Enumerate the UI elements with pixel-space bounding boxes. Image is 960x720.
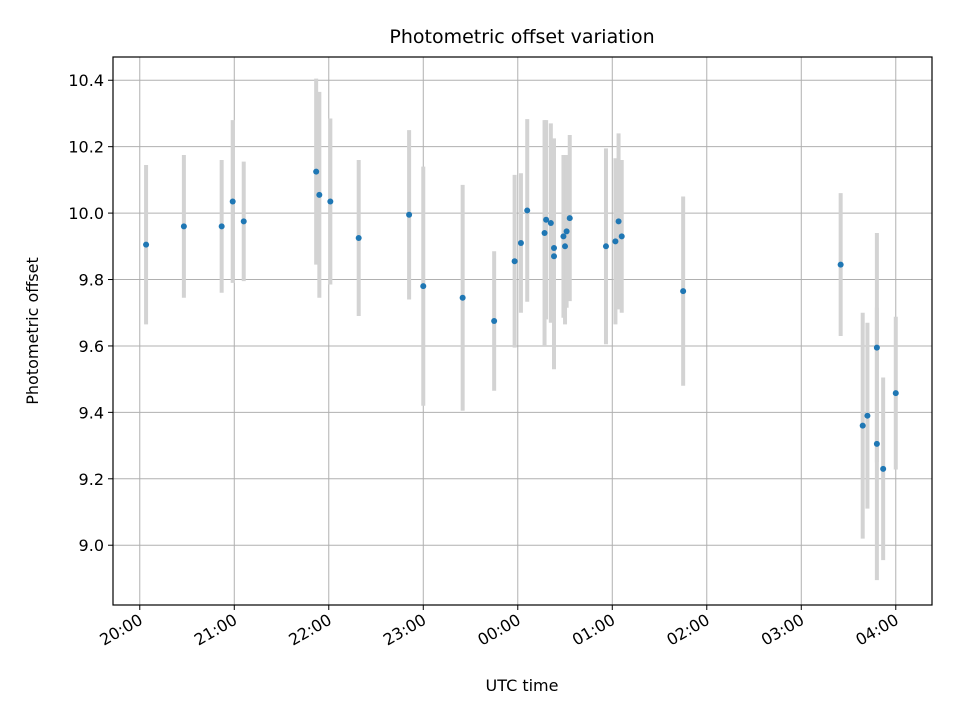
data-point [143, 241, 150, 248]
data-point [618, 233, 625, 240]
data-point [880, 465, 887, 472]
y-tick-label: 10.2 [68, 138, 104, 157]
data-point [680, 288, 687, 295]
y-tick-label: 9.4 [79, 403, 104, 422]
data-point [543, 216, 550, 223]
plot-frame [112, 56, 933, 606]
y-tick-label: 9.2 [79, 470, 104, 489]
chart-title: Photometric offset variation [389, 26, 654, 48]
data-point [547, 220, 554, 227]
data-point [864, 412, 871, 419]
data-point [563, 228, 570, 235]
data-point [551, 244, 557, 251]
data-point [873, 344, 880, 351]
data-point [316, 191, 323, 198]
data-point [524, 207, 531, 214]
data-point [873, 440, 880, 447]
data-point [859, 422, 866, 429]
data-points [143, 168, 899, 472]
data-point [355, 235, 362, 242]
data-point [562, 243, 569, 250]
data-point [511, 258, 518, 265]
data-point [218, 223, 225, 230]
data-point [602, 243, 609, 250]
x-axis-label: UTC time [486, 676, 559, 695]
data-point [560, 233, 567, 240]
y-tick-label: 9.0 [79, 536, 104, 555]
data-point [615, 218, 622, 225]
data-point [837, 261, 844, 268]
data-point [459, 294, 466, 301]
data-point [541, 230, 548, 237]
data-point [240, 218, 247, 225]
data-point [229, 198, 236, 205]
data-point [313, 168, 320, 175]
y-tick-label: 10.0 [68, 204, 104, 223]
data-point [566, 215, 573, 222]
data-point [327, 198, 334, 205]
y-tick-label: 9.6 [79, 337, 104, 356]
y-axis-label: Photometric offset [23, 257, 42, 405]
data-point [892, 390, 899, 397]
data-point [180, 223, 187, 230]
y-axis-ticks: 9.0 9.2 9.4 9.6 9.8 10.0 10.2 10.4 [68, 71, 113, 555]
data-point [612, 238, 619, 245]
data-point [551, 253, 557, 260]
data-point [420, 283, 427, 290]
data-point [406, 211, 413, 218]
data-point [491, 318, 498, 325]
y-tick-label: 9.8 [79, 271, 104, 290]
data-point [517, 239, 524, 246]
y-tick-label: 10.4 [68, 71, 104, 90]
